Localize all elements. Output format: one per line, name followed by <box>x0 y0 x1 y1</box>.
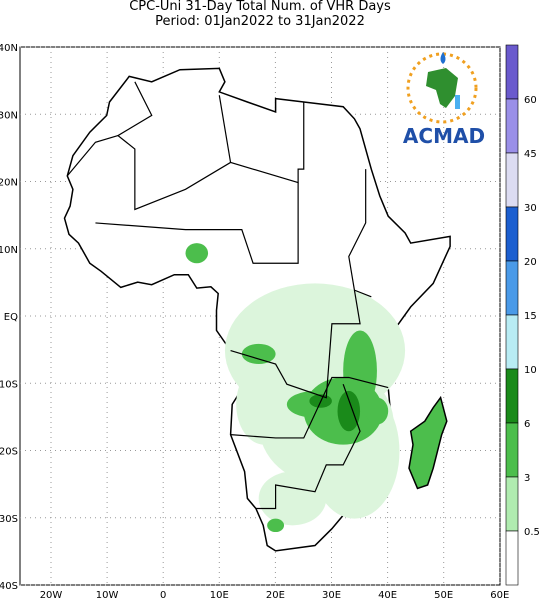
lon-label: 20E <box>266 590 285 600</box>
title-line2: Period: 01Jan2022 to 31Jan2022 <box>155 14 365 29</box>
axis-labels: 40N 30N 20N 10N EQ 10S 20S 30S 40S 20W 10W 0 10E 20E 3… <box>0 43 509 601</box>
lat-label: EQ <box>4 312 18 323</box>
colorbar-swatch <box>505 260 519 316</box>
rain-patch <box>241 343 276 365</box>
colorbar-swatch <box>505 44 519 100</box>
rain-patch <box>185 243 209 264</box>
lat-label: 20N <box>0 178 18 189</box>
rain-patch <box>343 330 377 412</box>
lon-label: 10E <box>210 590 229 600</box>
land <box>63 67 451 552</box>
madagascar <box>408 395 448 490</box>
lon-label: 10W <box>96 590 119 600</box>
lat-label: 40N <box>0 43 18 54</box>
colorbar-label: 15 <box>524 311 537 322</box>
lon-label: 40E <box>378 590 397 600</box>
colorbar-swatch <box>505 368 519 424</box>
border <box>66 134 119 177</box>
colorbar-label: 45 <box>524 149 537 160</box>
colorbar-label: 0.5 <box>524 527 540 538</box>
lon-label: 30E <box>322 590 341 600</box>
lat-label: 10N <box>0 245 18 256</box>
logo-africa <box>426 68 458 108</box>
lon-label: 60E <box>490 590 509 600</box>
logo-bar <box>455 95 460 109</box>
border <box>230 169 367 399</box>
lat-label: 30S <box>0 514 18 525</box>
logo-text: ACMAD <box>403 124 485 148</box>
colorbar-label: 10 <box>524 365 537 376</box>
lon-label: 20W <box>40 590 63 600</box>
colorbar-label: 3 <box>524 473 530 484</box>
border <box>95 182 299 264</box>
colorbar-swatch <box>505 422 519 478</box>
colorbar-label: 6 <box>524 419 530 430</box>
border <box>116 81 305 211</box>
border <box>255 383 361 510</box>
colorbar-label: 20 <box>524 257 537 268</box>
lat-label: 30N <box>0 110 18 121</box>
rain-patch <box>365 397 389 425</box>
title-line1: CPC-Uni 31-Day Total Num. of VHR Days <box>129 0 391 14</box>
colorbar-swatch <box>505 152 519 208</box>
border <box>218 95 232 163</box>
logo: ACMAD <box>403 52 485 148</box>
colorbar-swatch <box>505 98 519 154</box>
colorbar-label: 60 <box>524 95 537 106</box>
logo-drop <box>440 52 446 64</box>
colorbar: 60 45 30 20 15 10 6 3 0.5 <box>505 44 540 586</box>
colorbar-swatch <box>505 530 519 586</box>
lon-label: 50E <box>434 590 453 600</box>
rain-patch <box>236 364 293 445</box>
colorbar-swatch <box>505 206 519 262</box>
border <box>354 289 372 298</box>
rain-patch <box>267 518 285 533</box>
lat-label: 20S <box>0 447 18 458</box>
colorbar-label: 30 <box>524 203 537 214</box>
border <box>230 376 389 439</box>
rain-patch <box>258 471 327 526</box>
logo-ring <box>406 52 478 124</box>
lat-label: 40S <box>0 581 18 592</box>
rain-patch <box>337 390 361 432</box>
colorbar-swatch <box>505 476 519 532</box>
lon-label: 0 <box>160 590 166 600</box>
colorbar-swatch <box>505 314 519 370</box>
lat-label: 10S <box>0 379 18 390</box>
